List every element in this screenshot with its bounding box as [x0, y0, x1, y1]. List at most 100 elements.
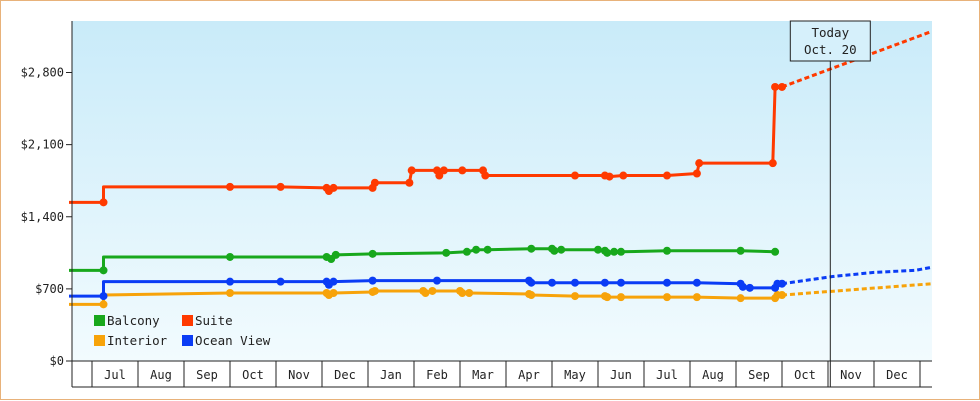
x-tick-label: Apr: [518, 368, 540, 382]
plot-area: [72, 21, 932, 361]
projection-line: [781, 282, 933, 297]
x-tick-label: Dec: [334, 368, 356, 382]
data-point: [226, 289, 234, 297]
legend-label: Suite: [195, 313, 233, 328]
data-point: [692, 278, 701, 287]
data-point: [745, 283, 754, 292]
data-point: [663, 278, 671, 287]
data-point: [421, 289, 430, 297]
today-label: Today: [811, 25, 849, 40]
data-point: [617, 247, 625, 256]
y-tick-label: $700: [35, 282, 64, 296]
data-point: [368, 249, 377, 258]
data-point: [483, 245, 492, 254]
data-point: [439, 166, 448, 175]
data-point: [329, 277, 338, 286]
legend-label: Balcony: [107, 313, 160, 328]
data-point: [368, 276, 377, 285]
data-point: [442, 248, 451, 257]
data-point: [603, 248, 612, 257]
data-point: [527, 278, 536, 287]
data-point: [771, 247, 780, 256]
today-date: Oct. 20: [804, 42, 857, 57]
data-point: [407, 166, 416, 175]
y-tick-label: $2,800: [21, 66, 64, 80]
data-point: [663, 246, 671, 255]
data-point: [610, 247, 619, 256]
data-point: [771, 82, 780, 91]
data-point: [571, 292, 579, 301]
data-point: [370, 286, 379, 295]
data-point: [605, 172, 614, 181]
data-point: [276, 277, 285, 286]
x-tick-label: Jul: [104, 368, 126, 382]
data-point: [331, 250, 340, 259]
data-point: [99, 266, 108, 275]
data-point: [527, 244, 536, 253]
data-point: [99, 198, 108, 207]
projection-line: [781, 265, 933, 286]
data-point: [226, 182, 234, 191]
x-tick-label: Jul: [656, 368, 678, 382]
data-point: [329, 183, 338, 192]
data-point: [226, 277, 234, 286]
x-tick-label: Dec: [886, 368, 908, 382]
x-tick-label: Sep: [196, 368, 218, 382]
legend-swatch: [94, 335, 105, 346]
today-label-box: [789, 20, 871, 62]
legend-swatch: [182, 335, 193, 346]
x-tick-label: Feb: [426, 368, 448, 382]
x-tick-label: Oct: [794, 368, 816, 382]
legend-label: Interior: [107, 333, 168, 348]
data-point: [405, 178, 414, 187]
data-point: [428, 286, 437, 295]
x-tick-label: Mar: [472, 368, 494, 382]
legend-label: Ocean View: [195, 333, 271, 348]
x-tick-label: Aug: [150, 368, 172, 382]
legend-swatch: [182, 315, 193, 326]
x-tick-label: Sep: [748, 368, 770, 382]
x-tick-label: Jun: [610, 368, 632, 382]
data-point: [619, 171, 628, 180]
data-point: [99, 292, 108, 301]
data-point: [329, 289, 338, 297]
data-point: [600, 278, 609, 287]
data-point: [736, 294, 745, 303]
data-point: [481, 171, 490, 180]
y-tick-label: $1,400: [21, 210, 64, 224]
data-point: [617, 278, 625, 287]
data-point: [617, 293, 625, 302]
data-point: [594, 245, 602, 254]
data-point: [736, 246, 745, 255]
data-point: [435, 171, 444, 180]
data-point: [527, 291, 536, 300]
data-point: [571, 171, 579, 180]
data-point: [226, 252, 234, 261]
data-point: [663, 171, 671, 180]
data-point: [663, 293, 671, 302]
data-point: [458, 289, 467, 297]
data-point: [462, 247, 471, 256]
data-point: [99, 300, 108, 309]
data-point: [276, 182, 285, 191]
data-point: [465, 289, 474, 297]
y-tick-label: $0: [50, 354, 64, 368]
x-tick-label: Nov: [288, 368, 310, 382]
x-tick-label: Aug: [702, 368, 724, 382]
data-point: [695, 159, 704, 168]
data-point: [603, 293, 612, 302]
data-point: [458, 166, 467, 175]
projection-line: [781, 29, 933, 89]
x-tick-label: Jan: [380, 368, 402, 382]
data-point: [768, 159, 777, 168]
data-point: [433, 276, 441, 285]
x-tick-label: Oct: [242, 368, 264, 382]
legend-swatch: [94, 315, 105, 326]
data-point: [370, 178, 379, 187]
data-point: [738, 282, 747, 291]
y-tick-label: $2,100: [21, 138, 64, 152]
data-point: [692, 169, 701, 178]
x-tick-label: May: [564, 368, 586, 382]
